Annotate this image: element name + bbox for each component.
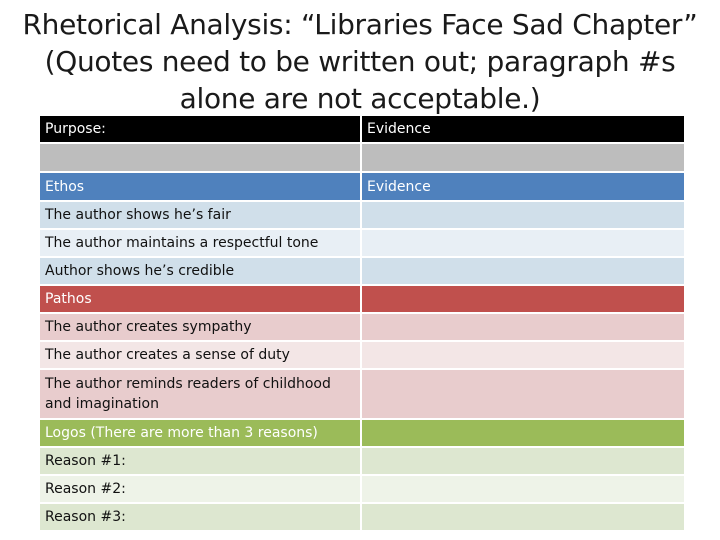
rhetorical-analysis-table: Purpose: Evidence Ethos Evidence The aut… — [38, 114, 686, 532]
logos-heading-row: Logos (There are more than 3 reasons) — [38, 418, 686, 448]
ethos-label-cell: The author maintains a respectful tone — [38, 228, 362, 258]
pathos-label-cell: The author creates a sense of duty — [38, 340, 362, 370]
logos-row-1: Reason #1: — [38, 446, 686, 476]
ethos-label-cell: The author shows he’s fair — [38, 200, 362, 230]
pathos-evidence-heading-cell — [360, 284, 686, 314]
pathos-label-cell: The author creates sympathy — [38, 312, 362, 342]
pathos-heading-cell: Pathos — [38, 284, 362, 314]
logos-evidence-heading-cell — [360, 418, 686, 448]
pathos-row-3: The author reminds readers of childhood … — [38, 368, 686, 420]
pathos-row-2: The author creates a sense of duty — [38, 340, 686, 370]
logos-label-cell: Reason #3: — [38, 502, 362, 532]
ethos-row-3: Author shows he’s credible — [38, 256, 686, 286]
ethos-label-cell: Author shows he’s credible — [38, 256, 362, 286]
purpose-header-cell: Purpose: — [38, 114, 362, 144]
ethos-evidence-cell[interactable] — [360, 200, 686, 230]
ethos-heading-row: Ethos Evidence — [38, 171, 686, 202]
ethos-heading-cell: Ethos — [38, 171, 362, 202]
ethos-evidence-cell[interactable] — [360, 228, 686, 258]
pathos-evidence-cell[interactable] — [360, 368, 686, 420]
pathos-evidence-cell[interactable] — [360, 312, 686, 342]
header-row: Purpose: Evidence — [38, 114, 686, 144]
title-line-3: alone are not acceptable.) — [179, 82, 541, 115]
purpose-answer-row — [38, 142, 686, 173]
title-line-1: Rhetorical Analysis: “Libraries Face Sad… — [22, 8, 698, 41]
slide-title: Rhetorical Analysis: “Libraries Face Sad… — [0, 6, 720, 117]
ethos-row-2: The author maintains a respectful tone — [38, 228, 686, 258]
logos-evidence-cell[interactable] — [360, 474, 686, 504]
purpose-evidence-cell[interactable] — [360, 142, 686, 173]
evidence-header-cell: Evidence — [360, 114, 686, 144]
logos-heading-cell: Logos (There are more than 3 reasons) — [38, 418, 362, 448]
pathos-label-cell: The author reminds readers of childhood … — [38, 368, 362, 420]
logos-label-cell: Reason #2: — [38, 474, 362, 504]
logos-evidence-cell[interactable] — [360, 502, 686, 532]
logos-row-2: Reason #2: — [38, 474, 686, 504]
pathos-evidence-cell[interactable] — [360, 340, 686, 370]
logos-label-cell: Reason #1: — [38, 446, 362, 476]
logos-row-3: Reason #3: — [38, 502, 686, 532]
purpose-answer-cell[interactable] — [38, 142, 362, 173]
pathos-row-1: The author creates sympathy — [38, 312, 686, 342]
pathos-heading-row: Pathos — [38, 284, 686, 314]
ethos-evidence-heading-cell: Evidence — [360, 171, 686, 202]
logos-evidence-cell[interactable] — [360, 446, 686, 476]
title-line-2: (Quotes need to be written out; paragrap… — [44, 45, 676, 78]
ethos-row-1: The author shows he’s fair — [38, 200, 686, 230]
ethos-evidence-cell[interactable] — [360, 256, 686, 286]
